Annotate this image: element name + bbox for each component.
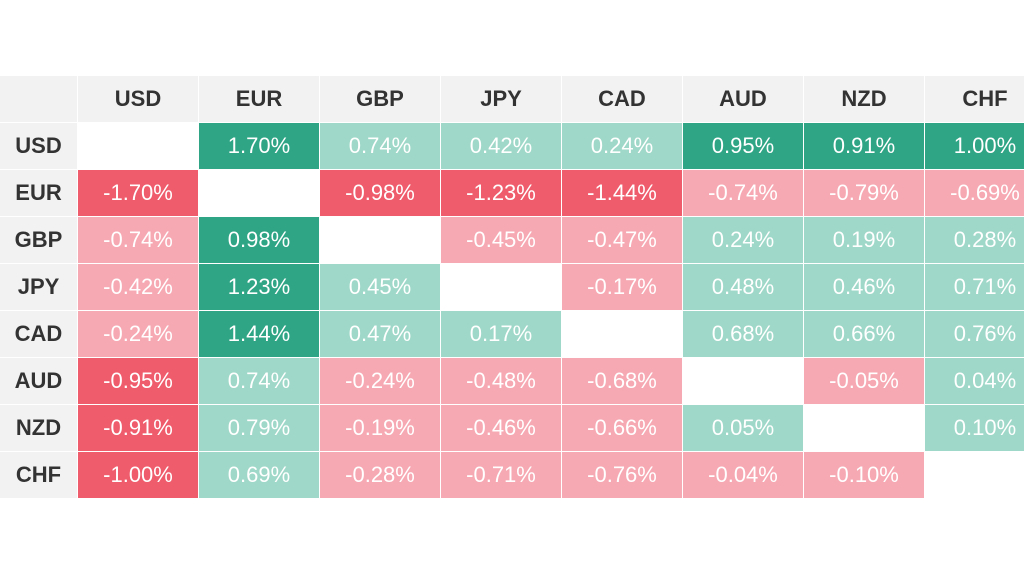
row-header-jpy: JPY [0,263,77,310]
heatmap-cell-jpy-aud: 0.48% [683,263,803,310]
heatmap-cell-jpy-gbp: 0.45% [320,263,440,310]
heatmap-cell-eur-gbp: -0.98% [320,169,440,216]
heatmap-cell-cad-eur: 1.44% [199,310,319,357]
row-header-gbp: GBP [0,216,77,263]
heatmap-cell-chf-usd: -1.00% [78,451,198,498]
heatmap-cell-chf-jpy: -0.71% [441,451,561,498]
heatmap-cell-usd-cad: 0.24% [562,122,682,169]
row-header-cad: CAD [0,310,77,357]
column-header-gbp: GBP [320,76,440,122]
heatmap-cell-nzd-chf: 0.10% [925,404,1024,451]
heatmap-cell-aud-eur: 0.74% [199,357,319,404]
column-header-usd: USD [78,76,198,122]
heatmap-cell-aud-gbp: -0.24% [320,357,440,404]
heatmap-cell-nzd-cad: -0.66% [562,404,682,451]
heatmap-cell-gbp-eur: 0.98% [199,216,319,263]
column-header-chf: CHF [925,76,1024,122]
row-header-eur: EUR [0,169,77,216]
heatmap-cell-aud-usd: -0.95% [78,357,198,404]
heatmap-cell-chf-eur: 0.69% [199,451,319,498]
heatmap-cell-cad-jpy: 0.17% [441,310,561,357]
heatmap-cell-eur-aud: -0.74% [683,169,803,216]
heatmap-cell-eur-nzd: -0.79% [804,169,924,216]
heatmap-cell-nzd-nzd [804,404,924,451]
heatmap-cell-usd-gbp: 0.74% [320,122,440,169]
heatmap-cell-cad-chf: 0.76% [925,310,1024,357]
row-header-nzd: NZD [0,404,77,451]
heatmap-cell-jpy-nzd: 0.46% [804,263,924,310]
heatmap-cell-eur-jpy: -1.23% [441,169,561,216]
heatmap-cell-gbp-aud: 0.24% [683,216,803,263]
heatmap-cell-eur-cad: -1.44% [562,169,682,216]
heatmap-cell-jpy-usd: -0.42% [78,263,198,310]
heatmap-cell-jpy-jpy [441,263,561,310]
heatmap-cell-usd-chf: 1.00% [925,122,1024,169]
heatmap-cell-cad-gbp: 0.47% [320,310,440,357]
row-header-chf: CHF [0,451,77,498]
heatmap-cell-jpy-cad: -0.17% [562,263,682,310]
column-header-nzd: NZD [804,76,924,122]
heatmap-cell-cad-cad [562,310,682,357]
heatmap-cell-eur-chf: -0.69% [925,169,1024,216]
heatmap-cell-gbp-gbp [320,216,440,263]
heatmap-cell-nzd-usd: -0.91% [78,404,198,451]
heatmap-cell-usd-usd [78,122,198,169]
heatmap-cell-aud-chf: 0.04% [925,357,1024,404]
heatmap-cell-aud-cad: -0.68% [562,357,682,404]
heatmap-cell-chf-gbp: -0.28% [320,451,440,498]
heatmap-cell-chf-chf [925,451,1024,498]
heatmap-cell-gbp-cad: -0.47% [562,216,682,263]
heatmap-cell-gbp-usd: -0.74% [78,216,198,263]
row-header-aud: AUD [0,357,77,404]
heatmap-cell-gbp-chf: 0.28% [925,216,1024,263]
currency-strength-heatmap: USD EUR GBP JPY CAD AUD NZD CHF USD 1.70% 0.74% 0.4… [0,76,1024,498]
column-header-cad: CAD [562,76,682,122]
heatmap-cell-gbp-jpy: -0.45% [441,216,561,263]
heatmap-cell-eur-usd: -1.70% [78,169,198,216]
heatmap-cell-nzd-eur: 0.79% [199,404,319,451]
column-header-aud: AUD [683,76,803,122]
heatmap-cell-nzd-aud: 0.05% [683,404,803,451]
heatmap-cell-aud-aud [683,357,803,404]
heatmap-cell-jpy-eur: 1.23% [199,263,319,310]
row-header-usd: USD [0,122,77,169]
column-header-jpy: JPY [441,76,561,122]
heatmap-cell-usd-nzd: 0.91% [804,122,924,169]
heatmap-cell-usd-jpy: 0.42% [441,122,561,169]
heatmap-cell-cad-nzd: 0.66% [804,310,924,357]
heatmap-cell-nzd-jpy: -0.46% [441,404,561,451]
heatmap-cell-chf-nzd: -0.10% [804,451,924,498]
heatmap-cell-usd-aud: 0.95% [683,122,803,169]
corner-cell [0,76,77,122]
heatmap-cell-chf-cad: -0.76% [562,451,682,498]
heatmap-cell-aud-jpy: -0.48% [441,357,561,404]
heatmap-cell-usd-eur: 1.70% [199,122,319,169]
heatmap-cell-cad-usd: -0.24% [78,310,198,357]
heatmap-cell-aud-nzd: -0.05% [804,357,924,404]
heatmap-cell-gbp-nzd: 0.19% [804,216,924,263]
heatmap-cell-cad-aud: 0.68% [683,310,803,357]
column-header-eur: EUR [199,76,319,122]
heatmap-cell-chf-aud: -0.04% [683,451,803,498]
heatmap-cell-nzd-gbp: -0.19% [320,404,440,451]
heatmap-cell-jpy-chf: 0.71% [925,263,1024,310]
heatmap-cell-eur-eur [199,169,319,216]
